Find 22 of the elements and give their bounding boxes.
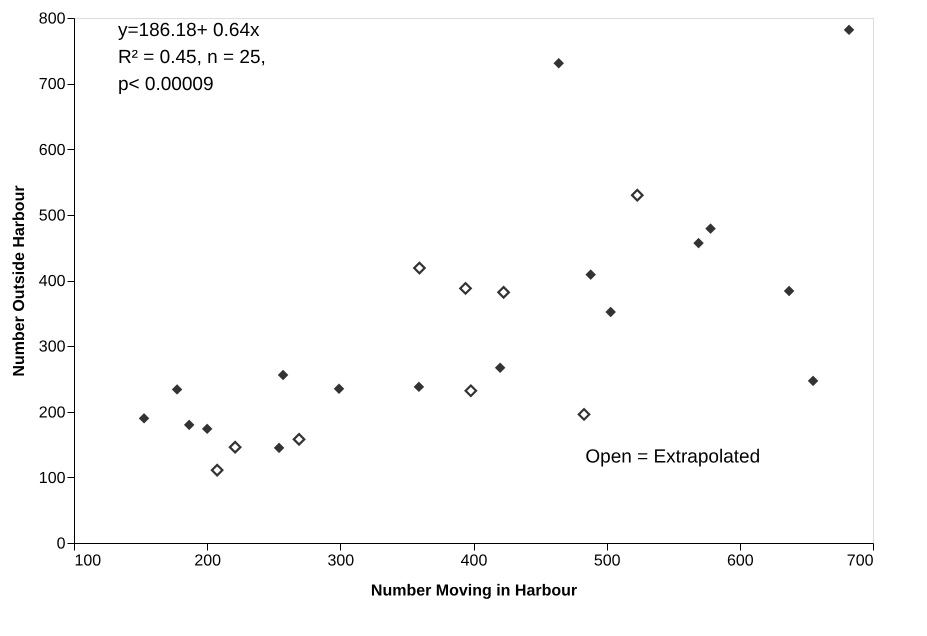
x-tick-label: 600 [726,552,754,570]
y-tick-label: 200 [38,404,66,422]
y-tick-label: 0 [56,536,66,552]
y-tick-label: 400 [38,273,66,290]
x-tick-label: 300 [327,552,354,570]
x-axis-title: Number Moving in Harbour [370,582,578,600]
y-tick-label: 300 [38,338,66,356]
y-tick-label: 600 [38,142,66,159]
annotation: y=186.18+ 0.64x [118,20,260,41]
x-tick-label: 200 [194,552,222,570]
y-axis-title: Number Outside Harbour [10,185,28,377]
x-tick-label: 400 [460,552,488,570]
x-tick-label: 100 [74,552,102,570]
x-tick-label: 700 [846,552,874,570]
annotation: Open = Extrapolated [585,446,760,468]
y-tick-label: 100 [38,470,66,487]
y-tick-label: 500 [38,207,66,224]
annotation: p< 0.00009 [118,74,214,95]
annotation: R² = 0.45, n = 25, [118,47,266,68]
y-tick-label: 800 [38,10,66,28]
x-tick-label: 500 [594,552,621,570]
y-tick-label: 700 [38,76,66,94]
